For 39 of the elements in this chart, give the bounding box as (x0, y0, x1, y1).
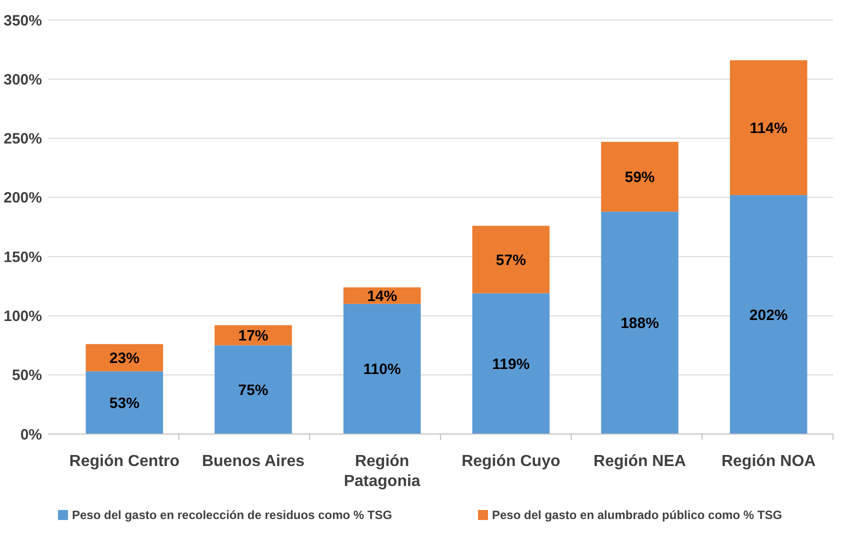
y-tick-label: 250% (4, 130, 42, 148)
data-label: 17% (238, 327, 268, 344)
bar (472, 226, 550, 294)
data-label: 202% (749, 306, 788, 324)
y-tick-label: 350% (4, 12, 42, 30)
data-label: 110% (363, 361, 401, 378)
y-tick-label: 0% (20, 426, 42, 444)
data-label: 53% (109, 394, 140, 412)
bar (730, 195, 808, 434)
y-tick-label: 100% (4, 308, 42, 325)
data-label: 57% (496, 252, 526, 269)
data-label: 14% (367, 288, 398, 305)
x-tick-label: Región Cuyo (462, 453, 560, 470)
data-label: 75% (238, 382, 268, 399)
data-label: 188% (620, 315, 659, 332)
y-tick-label: 300% (4, 71, 42, 88)
bar (601, 212, 678, 434)
legend-label: Peso del gasto en alumbrado público como % TSG (492, 508, 782, 522)
bar (601, 142, 678, 212)
data-label: 119% (492, 356, 530, 373)
bar (86, 344, 164, 372)
y-tick-label: 50% (12, 367, 42, 384)
bar (214, 345, 292, 434)
bar (214, 325, 292, 346)
x-tick-label: Región NOA (721, 453, 816, 470)
data-label: 23% (109, 350, 140, 367)
x-tick-label: Región NEA (594, 453, 686, 470)
legend-label: Peso del gasto en recolección de residuos como % TSG (72, 508, 392, 522)
x-tick-label: Región Centro (69, 453, 180, 470)
y-tick-label: 200% (4, 190, 42, 207)
y-tick-label: 150% (4, 248, 42, 266)
data-label: 59% (624, 168, 655, 186)
bar (343, 304, 421, 434)
data-label: 114% (750, 120, 788, 137)
bar (730, 60, 808, 196)
bar (472, 293, 550, 434)
bar (86, 371, 164, 434)
x-tick-label: Buenos Aires (202, 453, 305, 470)
x-tick-label: Región Patagonia (344, 453, 420, 490)
